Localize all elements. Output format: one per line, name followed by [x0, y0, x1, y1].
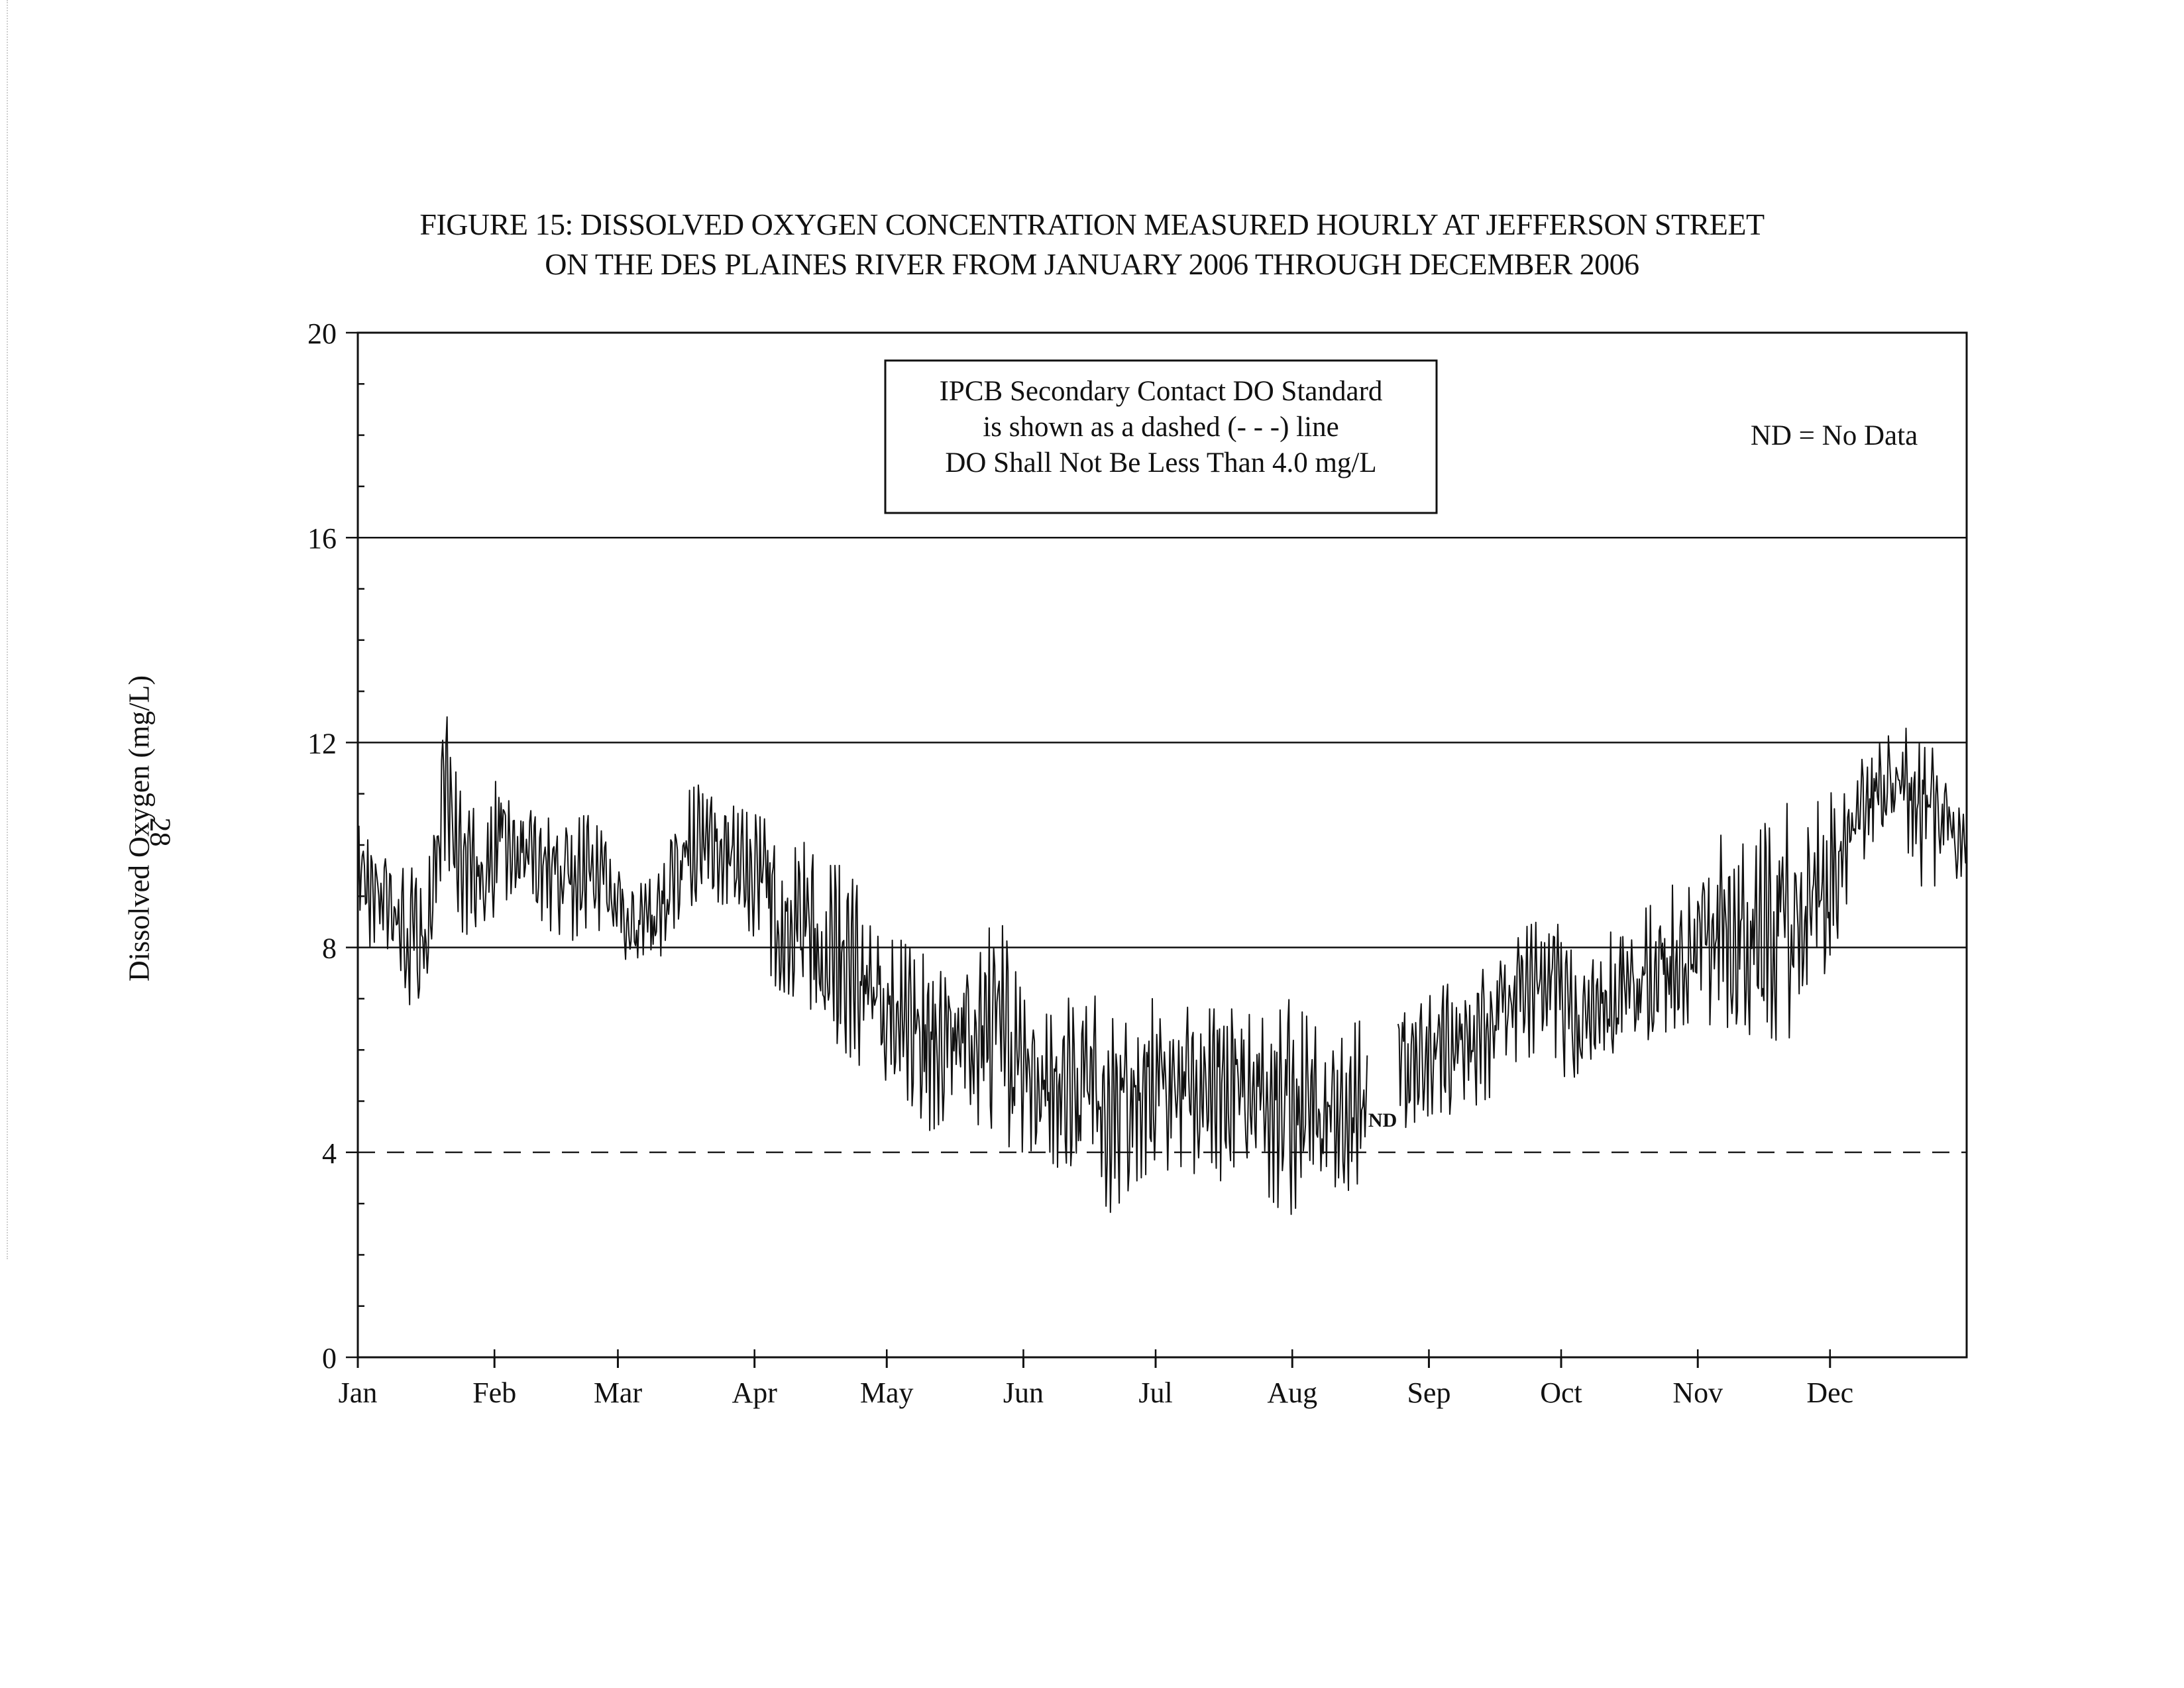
y-tick-label-12: 12: [307, 727, 337, 760]
x-tick-label-jul: Jul: [1138, 1377, 1172, 1409]
nd-legend: ND = No Data: [1751, 420, 1918, 451]
x-tick-label-aug: Aug: [1267, 1377, 1317, 1409]
standard-note-line-1: IPCB Secondary Contact DO Standard: [940, 376, 1383, 407]
x-tick-label-jan: Jan: [339, 1377, 378, 1409]
x-tick-label-oct: Oct: [1540, 1377, 1582, 1409]
nd-marker: ND: [1368, 1109, 1397, 1131]
x-tick-label-feb: Feb: [472, 1377, 516, 1409]
standard-note-line-2: is shown as a dashed (- - -) line: [983, 412, 1338, 443]
x-tick-label-may: May: [860, 1377, 914, 1409]
y-tick-label-20: 20: [307, 317, 337, 350]
x-tick-label-jun: Jun: [1003, 1377, 1044, 1409]
x-tick-label-mar: Mar: [594, 1377, 643, 1409]
y-tick-label-4: 4: [322, 1137, 337, 1170]
x-axis: Jan Feb Mar Apr May Jun Jul Aug Sep Oct Nov Dec: [339, 1349, 1853, 1409]
x-tick-label-sep: Sep: [1407, 1377, 1450, 1409]
data-line-segment-1: [357, 716, 1368, 1215]
y-tick-label-16: 16: [307, 522, 337, 555]
standard-note-frame: [884, 359, 1438, 514]
data-line-segment-2: [1397, 727, 1967, 1129]
y-tick-label-0: 0: [322, 1342, 337, 1375]
chart-title-line-1: FIGURE 15: DISSOLVED OXYGEN CONCENTRATIO…: [419, 207, 1765, 241]
y-tick-label-8: 8: [322, 932, 337, 965]
gridlines: [358, 536, 1967, 948]
x-tick-label-dec: Dec: [1806, 1377, 1853, 1409]
x-tick-label-apr: Apr: [732, 1377, 777, 1409]
x-tick-label-nov: Nov: [1672, 1377, 1723, 1409]
scan-edge-divider: [7, 0, 8, 1259]
standard-note-line-3: DO Shall Not Be Less Than 4.0 mg/L: [945, 447, 1376, 478]
data-series: [357, 716, 1967, 1215]
chart-title-line-2: ON THE DES PLAINES RIVER FROM JANUARY 20…: [545, 247, 1639, 281]
standard-note-box: IPCB Secondary Contact DO Standard is sh…: [884, 359, 1438, 514]
y-axis: 0 4 8 12 16 20: [307, 317, 364, 1375]
